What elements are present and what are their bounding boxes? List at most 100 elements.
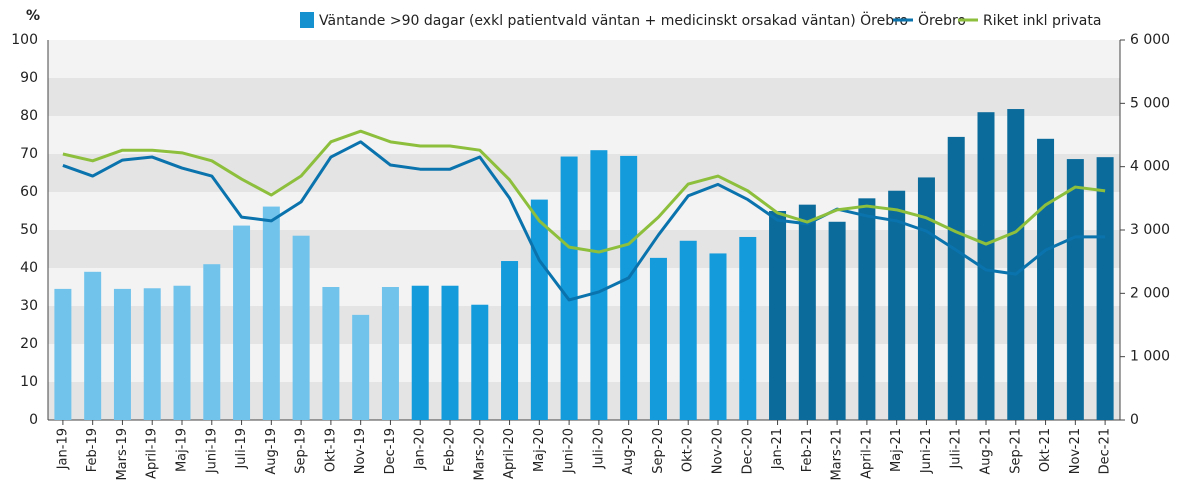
legend-label: Örebro [918, 11, 966, 29]
x-tick-label: Nov-20 [711, 428, 726, 474]
bar [888, 190, 906, 420]
bar [501, 261, 519, 420]
x-tick-label: Maj-20 [532, 428, 547, 472]
y-tick-label: 60 [20, 184, 38, 200]
y-tick-label: 90 [20, 70, 38, 86]
x-tick-label: April-20 [502, 428, 517, 479]
x-tick-label: Mars-20 [472, 428, 487, 480]
grid-band [48, 382, 1120, 420]
bar [798, 204, 816, 420]
x-tick-label: Juni-20 [562, 428, 577, 474]
bar [471, 304, 489, 420]
bar [977, 112, 995, 420]
x-tick-label: Jan-21 [770, 428, 785, 470]
line [62, 140, 1106, 302]
y-tick-label: 20 [20, 336, 38, 352]
bar [1037, 138, 1055, 421]
y2-tick-label: 0 [1130, 412, 1139, 428]
bar [84, 271, 102, 420]
x-tick-label: Mars-19 [115, 428, 130, 480]
grid-band [48, 344, 1120, 382]
y-axis-label: % [26, 8, 40, 24]
bar [173, 285, 191, 420]
bar [143, 288, 161, 420]
bar [649, 257, 667, 420]
y-tick-label: 50 [20, 222, 38, 238]
x-tick-label: Jan-19 [55, 428, 70, 470]
x-tick-label: Dec-21 [1098, 428, 1113, 474]
x-tick-label: Okt-20 [681, 428, 696, 472]
bar [1007, 109, 1025, 421]
x-tick-label: Okt-21 [1038, 428, 1053, 472]
x-tick-label: Feb-19 [85, 428, 100, 472]
x-tick-label: Dec-19 [383, 428, 398, 474]
bar [560, 156, 578, 421]
x-tick-label: Maj-19 [175, 428, 190, 472]
y2-tick-label: 1 000 [1130, 349, 1170, 365]
x-tick-label: Mars-21 [830, 428, 845, 480]
bar [292, 235, 310, 420]
x-tick-label: Nov-21 [1068, 428, 1083, 474]
bar [352, 314, 370, 420]
x-tick-label: April-21 [859, 428, 874, 479]
x-tick-label: Okt-19 [323, 428, 338, 472]
x-tick-label: Aug-21 [979, 428, 994, 475]
bar [947, 136, 965, 420]
legend-label: Väntande >90 dagar (exkl patientvald vän… [319, 11, 908, 29]
y2-tick-label: 4 000 [1130, 159, 1170, 175]
grid-band [48, 154, 1120, 192]
grid-band [48, 306, 1120, 344]
bar [381, 287, 399, 420]
y-tick-label: 10 [20, 374, 38, 390]
x-tick-label: Sep-21 [1008, 428, 1023, 474]
x-tick-label: Juli-20 [591, 428, 606, 470]
y-tick-label: 30 [20, 298, 38, 314]
legend-swatch [300, 12, 314, 28]
bar [113, 288, 131, 420]
y2-tick-label: 2 000 [1130, 285, 1170, 301]
x-tick-label: Aug-20 [621, 428, 636, 475]
bar [411, 285, 429, 420]
bar [620, 155, 638, 420]
line [62, 129, 1106, 254]
x-tick-label: Dec-20 [740, 428, 755, 474]
bar [709, 253, 727, 420]
y2-tick-label: 6 000 [1130, 32, 1170, 48]
bar [54, 288, 72, 420]
x-tick-label: Sep-20 [651, 428, 666, 474]
grid-band [48, 116, 1120, 154]
y-tick-label: 40 [20, 260, 38, 276]
y2-tick-label: 5 000 [1130, 95, 1170, 111]
bar [679, 240, 697, 420]
x-tick-label: Sep-19 [294, 428, 309, 474]
x-tick-label: Aug-19 [264, 428, 279, 475]
x-tick-label: Feb-21 [800, 428, 815, 472]
bar [917, 177, 935, 420]
bar [828, 221, 846, 420]
bar [203, 264, 221, 420]
x-tick-label: Juli-19 [234, 428, 249, 470]
x-tick-label: Juni-21 [919, 428, 934, 474]
bar [530, 199, 548, 420]
bar [739, 236, 757, 420]
bar [233, 225, 251, 420]
y-tick-label: 0 [29, 412, 38, 428]
x-tick-label: Feb-20 [443, 428, 458, 472]
x-tick-label: Juni-19 [204, 428, 219, 474]
bar [590, 150, 608, 420]
x-tick-label: Juli-21 [949, 428, 964, 470]
x-tick-label: Nov-19 [353, 428, 368, 474]
bar [858, 198, 876, 420]
y-tick-label: 100 [11, 32, 38, 48]
x-tick-label: Maj-21 [889, 428, 904, 472]
grid-band [48, 268, 1120, 306]
bar [262, 206, 280, 420]
y2-tick-label: 3 000 [1130, 222, 1170, 238]
bar [441, 285, 459, 420]
y-tick-label: 70 [20, 146, 38, 162]
x-tick-label: Jan-20 [413, 428, 428, 470]
x-tick-label: April-19 [145, 428, 160, 479]
grid-band [48, 78, 1120, 116]
grid-band [48, 40, 1120, 78]
